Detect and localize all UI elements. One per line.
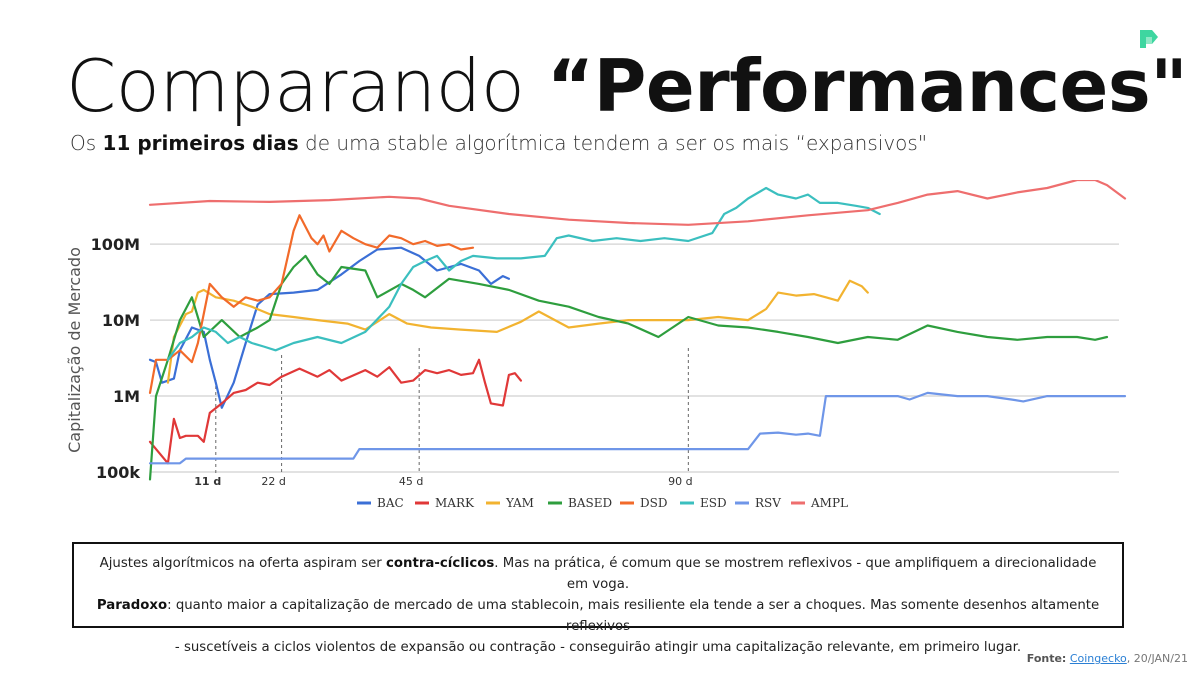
legend-label-rsv: RSV: [755, 496, 781, 510]
source-link[interactable]: Coingecko: [1069, 652, 1127, 665]
series-line-based: [148, 254, 1109, 481]
market-cap-chart: Capitalização de Mercado 100k 1M 10M 100M 1…: [65, 180, 1127, 510]
legend-label-ampl: AMPL: [810, 496, 848, 510]
x-tick-label-11: 11 d: [194, 475, 221, 488]
x-tick-label-90: 90 d: [668, 475, 692, 488]
page-title: Comparando “Performances": [66, 44, 1188, 128]
source-credit: Fonte: Coingecko, 20/JAN/21: [1026, 652, 1188, 665]
y-tick-label-100M: 100M: [91, 235, 140, 254]
legend-label-based: BASED: [568, 496, 612, 510]
logo-icon: [1140, 30, 1158, 48]
series-lines: [148, 180, 1127, 481]
x-tick-label-45: 45 d: [399, 475, 423, 488]
x-reference-lines: [215, 348, 689, 474]
legend-label-mark: MARK: [435, 496, 475, 510]
page-subtitle: Os 11 primeiros dias de uma stable algor…: [70, 131, 928, 155]
legend-label-esd: ESD: [700, 496, 727, 510]
series-line-mark: [148, 358, 522, 465]
note-line-3: - suscetíveis a ciclos violentos de expa…: [174, 640, 1022, 655]
x-tick-labels: 11 d 22 d 45 d 90 d: [194, 475, 692, 488]
series-line-esd: [166, 186, 881, 361]
explanation-box: Ajustes algorítmicos na oferta aspiram s…: [72, 542, 1124, 655]
series-line-ampl: [148, 180, 1127, 226]
y-axis-label: Capitalização de Mercado: [65, 247, 84, 453]
series-line-rsv: [148, 391, 1127, 465]
note-line-1: Ajustes algorítmicos na oferta aspiram s…: [99, 556, 1097, 592]
y-tick-label-1M: 1M: [113, 387, 140, 406]
x-tick-label-22: 22 d: [261, 475, 285, 488]
gridlines: [150, 243, 1119, 473]
legend-label-dsd: DSD: [640, 496, 667, 510]
y-tick-labels: 100k 1M 10M 100M: [91, 235, 141, 482]
legend: BAC MARK YAM BASED DSD ESD RSV AMPL: [357, 496, 848, 510]
y-tick-label-100k: 100k: [96, 463, 140, 482]
series-line-yam: [166, 279, 869, 384]
legend-label-bac: BAC: [377, 496, 404, 510]
note-line-2: Paradoxo: quanto maior a capitalização d…: [96, 598, 1100, 634]
legend-label-yam: YAM: [505, 496, 534, 510]
y-tick-label-10M: 10M: [102, 311, 140, 330]
series-line-dsd: [148, 214, 475, 394]
